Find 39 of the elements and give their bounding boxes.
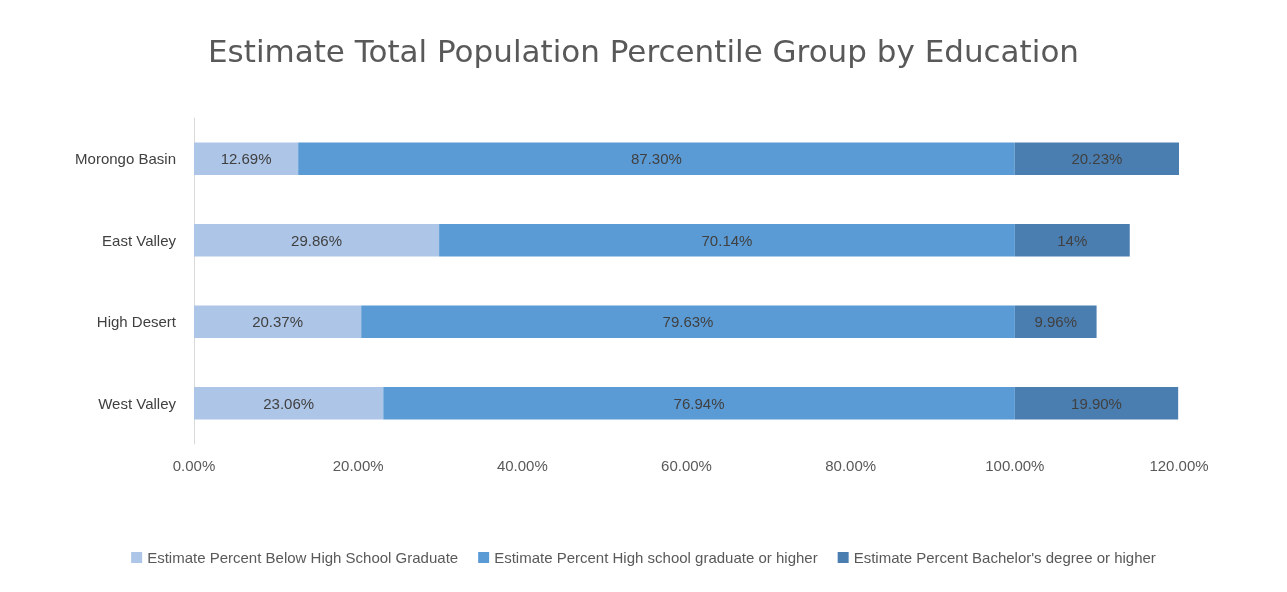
x-tick-label: 40.00% <box>496 457 548 474</box>
bar <box>1014 305 1097 339</box>
data-label: 87.30% <box>631 150 682 168</box>
data-label: 9.96% <box>1034 313 1077 331</box>
data-label: 70.14% <box>701 231 753 249</box>
x-tick-label: 120.00% <box>1149 457 1209 474</box>
legend-label: Estimate Percent Bachelor's degree or higher <box>853 549 1156 566</box>
bar <box>1014 223 1130 257</box>
x-tick-label: 100.00% <box>985 457 1045 474</box>
y-tick-label: Morongo Basin <box>75 150 176 168</box>
data-label: 19.90% <box>1071 394 1122 412</box>
bar <box>383 386 1015 420</box>
x-tick-label: 80.00% <box>825 457 877 474</box>
chart-title: Estimate Total Population Percentile Group by Education <box>208 32 1079 69</box>
bar <box>298 142 1015 176</box>
bar <box>194 223 440 257</box>
x-tick-label: 60.00% <box>661 457 712 474</box>
data-label: 20.37% <box>252 313 304 331</box>
data-label: 29.86% <box>291 231 342 249</box>
bar <box>361 305 1015 339</box>
legend-label: Estimate Percent Below High School Graduate <box>147 549 459 566</box>
x-tick-label: 20.00% <box>332 457 384 474</box>
legend-label: Estimate Percent High school graduate or higher <box>494 549 818 566</box>
data-label: 76.94% <box>673 394 725 412</box>
y-tick-label: High Desert <box>96 313 177 331</box>
bar <box>194 142 299 176</box>
data-label: 14% <box>1057 231 1088 249</box>
data-label: 12.69% <box>220 150 272 168</box>
bar <box>1014 142 1179 176</box>
data-label: 79.63% <box>662 313 714 331</box>
bar <box>1014 386 1179 420</box>
bar <box>194 386 384 420</box>
data-label: 20.23% <box>1071 150 1123 168</box>
y-tick-label: East Valley <box>102 231 177 249</box>
bar <box>439 223 1015 257</box>
x-tick-label: 0.00% <box>172 457 216 474</box>
data-label: 23.06% <box>263 394 315 412</box>
bar <box>194 305 362 339</box>
y-tick-label: West Valley <box>98 394 177 412</box>
